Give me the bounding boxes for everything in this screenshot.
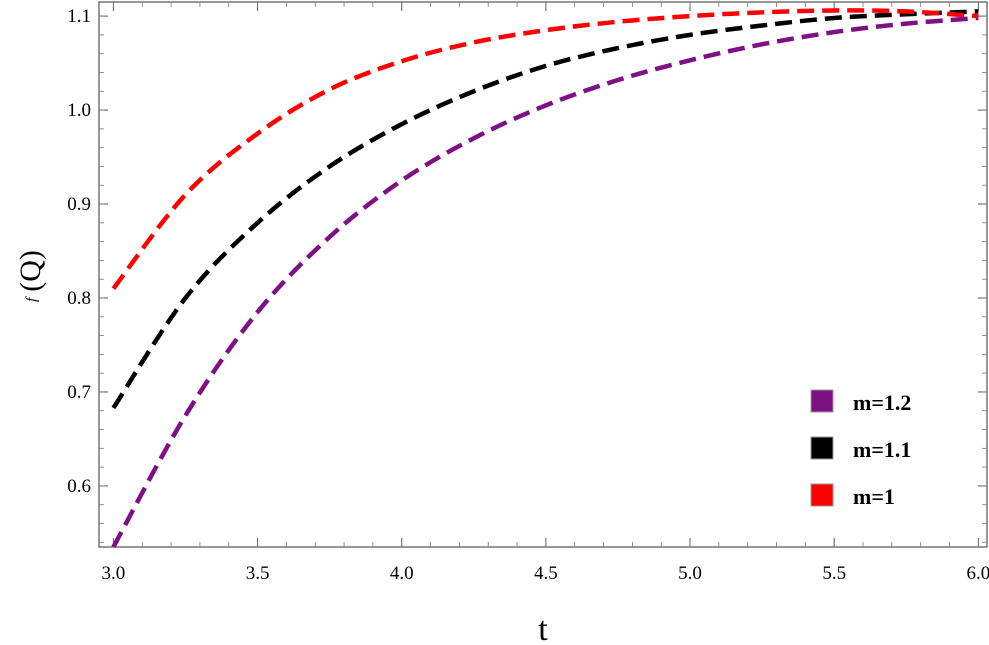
y-tick-label: 1.1 [67, 6, 91, 27]
x-axis-ticks: 3.0 3.5 4.0 4.5 5.0 5.5 6.0 [102, 2, 989, 584]
y-axis-title-prefix: f [24, 296, 40, 302]
x-tick-label: 6.0 [966, 563, 989, 584]
legend-label: m=1 [853, 484, 895, 509]
x-tick-label: 3.5 [246, 563, 270, 584]
x-axis-title: t [538, 611, 548, 645]
series-line-1 [111, 9, 979, 410]
y-axis-title-main: (Q) [14, 250, 47, 292]
plot-frame [98, 1, 988, 548]
x-tick-label: 4.0 [390, 563, 414, 584]
legend: m=1.2 m=1.1 m=1 [810, 389, 911, 509]
legend-label: m=1.1 [853, 437, 911, 462]
y-tick-label: 1.0 [67, 100, 91, 121]
y-tick-label: 0.7 [67, 382, 91, 403]
x-tick-label: 4.5 [534, 563, 558, 584]
series-line-0 [111, 15, 979, 549]
svg-text:f(Q): f (Q) [14, 250, 47, 302]
legend-swatch [810, 483, 834, 507]
legend-swatch [810, 389, 834, 413]
y-tick-label: 0.6 [67, 476, 91, 497]
series-lines [111, 8, 979, 549]
x-tick-label: 5.5 [822, 563, 846, 584]
y-tick-label: 0.9 [67, 194, 91, 215]
x-tick-label: 3.0 [102, 563, 126, 584]
y-axis-title: f (Q) [14, 250, 47, 302]
x-tick-label: 5.0 [678, 563, 702, 584]
y-axis-ticks: 0.6 0.7 0.8 0.9 1.0 1.1 [67, 6, 987, 543]
series-line-2 [111, 8, 979, 290]
y-tick-label: 0.8 [67, 288, 91, 309]
legend-swatch [810, 436, 834, 460]
legend-label: m=1.2 [853, 390, 911, 415]
